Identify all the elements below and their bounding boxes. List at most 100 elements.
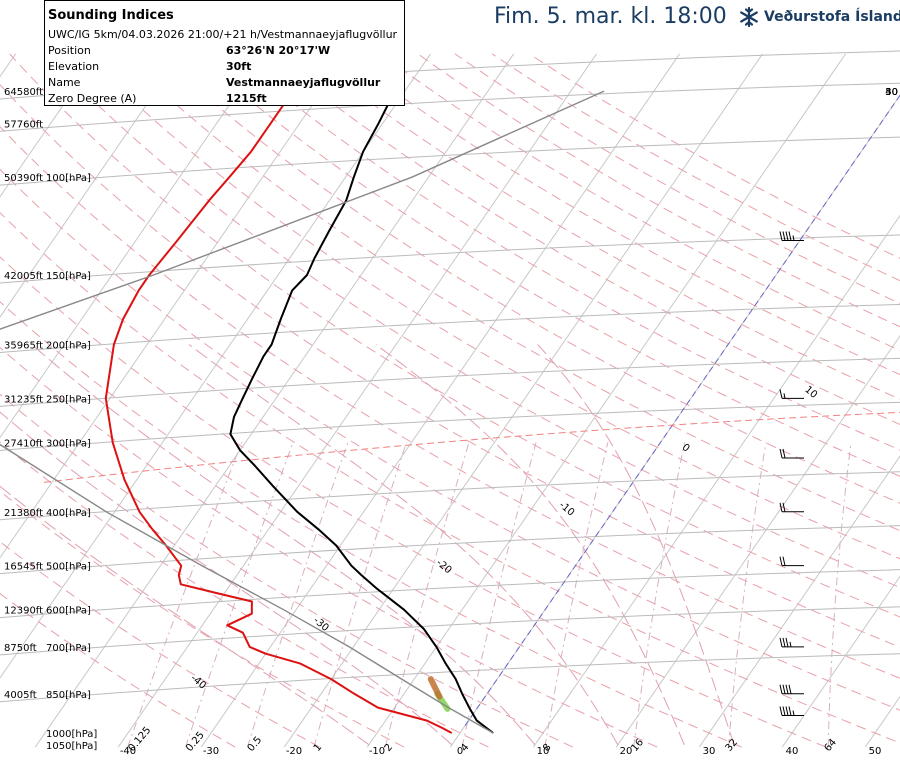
isotherm-line [0,53,432,679]
altitude-label: 64580ft [4,87,43,98]
wind-barb-half [792,235,795,241]
pressure-level-label: 200[hPa] [46,340,91,351]
indices-title: Sounding Indices [48,8,174,23]
pressure-line [0,357,900,407]
altitude-label: 27410ft [4,438,43,449]
dry-adiabat-line [454,53,900,305]
wind-barb-flag [782,556,786,566]
wind-barb-flag [785,706,789,716]
parcel-line [0,90,605,734]
mixing-ratio-tick-label: 64 [822,737,839,754]
dry-adiabat-line [0,168,900,711]
isotherm-label: 0 [680,442,692,455]
dry-adiabat-line [9,53,900,618]
altitude-label: 31235ft [4,394,43,405]
zero-degree-value: 1215ft [226,92,267,105]
mixing-ratio-tick-label: 2 [383,742,396,754]
isotherm-line [0,53,100,198]
mixing-ratio-line [246,442,349,748]
wind-barb-flag [785,684,789,694]
isotherm-label: -20 [434,557,454,576]
wind-barb [779,556,804,567]
altitude-label: 16545ft [4,562,43,573]
isotherm-label: -10 [557,500,577,519]
dewpoint-line [104,90,453,734]
mixing-ratio-tick-label: 4 [459,742,472,754]
temperature-tick-label: 10 [537,746,550,757]
moist-adiabat-line [31,344,536,746]
moist-adiabat-line [537,344,735,745]
dry-adiabat-line [157,53,900,504]
moist-adiabat-line [0,485,370,746]
indices-subtitle: UWC/IG 5km/04.03.2026 21:00/+21 h/Vestma… [48,28,398,41]
temperature-line [229,100,494,734]
wind-barb-flag [779,502,783,512]
wind-barb-flag [782,684,786,694]
axis-labels: 1050[hPa]1000[hPa] 850[hPa] 4005ft 700[hPa]… [4,87,898,757]
pressure-line [0,401,900,451]
right-edge-label: 50 [885,87,898,98]
wind-barb [779,706,804,716]
zero-degree-label: Zero Degree (A) [48,92,137,105]
altitude-label: 21380ft [4,508,43,519]
dry-adiabat-line [0,126,900,679]
isotherm-line [0,53,183,318]
altitude-label: 4005ft [4,690,37,701]
dry-adiabat-line [491,53,900,282]
pressure-line [0,303,900,353]
elevation-value: 30ft [226,60,252,73]
wind-barb-half [783,393,786,399]
wind-barb [779,448,804,459]
pressure-level-label: 700[hPa] [46,643,91,654]
wind-barb-flag [788,684,792,694]
pressure-lines [0,50,900,703]
altitude-label: 35965ft [4,340,43,351]
dry-adiabat-line [0,256,827,748]
temperature-tick-label: -10 [369,746,385,757]
altitude-label: 57760ft [4,119,43,130]
zero-isotherm-line [464,94,900,726]
wind-barb [779,684,804,695]
dry-adiabat-line [0,84,900,648]
temperature-tick-label: -40 [120,746,136,757]
mixing-ratio-line [127,442,243,748]
dry-adiabat-line [83,53,900,560]
isotherm-line [200,53,681,748]
wind-barb-flag [788,231,792,241]
mixing-ratio-line [384,442,470,748]
altitude-label: 42005ft [4,271,43,282]
moist-adiabat-line [188,344,619,746]
moist-adiabat-lines [0,344,735,746]
wind-barb [779,502,804,513]
dry-adiabat-line [0,593,236,748]
mixing-ratio-line [728,442,767,748]
altitude-label: 50390ft [4,173,43,184]
pressure-level-label: 400[hPa] [46,508,91,519]
pressure-line [0,569,900,619]
pressure-line [0,136,900,186]
temperature-tick-label: 50 [869,746,882,757]
dry-adiabat-line [380,53,900,351]
temperature-tick-label: 0 [457,746,463,757]
wind-barb-half [792,710,795,716]
pressure-level-label: 150[hPa] [46,271,91,282]
wind-barb-flag [782,502,786,512]
wind-barb-flag [782,231,786,241]
brand-logo[interactable]: Veðurstofa Íslands [738,6,900,28]
temperature-tick-label: 30 [703,746,716,757]
pressure-line [0,606,900,656]
isotherm-line [0,53,349,559]
wind-barb-flag [779,448,783,459]
dry-adiabat-line [0,541,320,748]
snowflake-logo-icon [740,6,758,28]
pressure-level-label: 1050[hPa] [46,741,97,752]
dry-adiabat-line [417,53,900,328]
wind-barb-flag [779,706,783,716]
mixing-ratio-line [633,442,686,748]
dry-adiabat-line [0,346,658,748]
wind-barbs [779,231,804,716]
wind-barb-flag [779,556,783,566]
dry-adiabat-line [0,301,742,748]
isotherm-line [864,695,900,748]
